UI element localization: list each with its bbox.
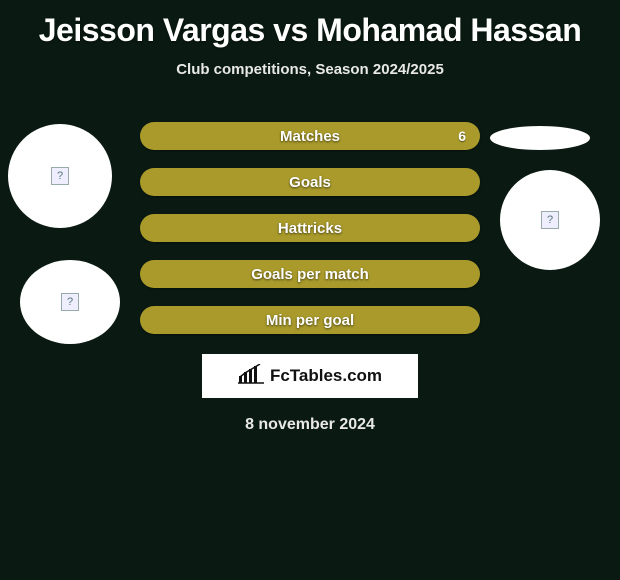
stat-row-hattricks: Hattricks xyxy=(140,214,480,242)
placeholder-image-icon: ? xyxy=(61,293,79,311)
bar-chart-icon xyxy=(238,364,264,389)
stat-label: Min per goal xyxy=(266,312,354,329)
stat-label: Hattricks xyxy=(278,220,342,237)
date-label: 8 november 2024 xyxy=(0,416,620,434)
placeholder-image-icon: ? xyxy=(51,167,69,185)
stat-row-goals: Goals xyxy=(140,168,480,196)
stat-row-min-per-goal: Min per goal xyxy=(140,306,480,334)
stat-label: Goals per match xyxy=(251,266,369,283)
stat-label: Matches xyxy=(280,128,340,145)
placeholder-image-icon: ? xyxy=(541,211,559,229)
page-title: Jeisson Vargas vs Mohamad Hassan xyxy=(0,0,620,49)
club-left-avatar: ? xyxy=(20,260,120,344)
stat-row-goals-per-match: Goals per match xyxy=(140,260,480,288)
player-right-oval xyxy=(490,126,590,150)
stat-label: Goals xyxy=(289,174,331,191)
stat-value-right: 6 xyxy=(458,128,466,144)
player-left-avatar: ? xyxy=(8,124,112,228)
club-right-avatar: ? xyxy=(500,170,600,270)
brand-badge: FcTables.com xyxy=(202,354,418,398)
brand-text: FcTables.com xyxy=(270,366,382,386)
stats-list: Matches 6 Goals Hattricks Goals per matc… xyxy=(140,122,480,334)
stat-row-matches: Matches 6 xyxy=(140,122,480,150)
subtitle: Club competitions, Season 2024/2025 xyxy=(0,61,620,78)
comparison-card: Jeisson Vargas vs Mohamad Hassan Club co… xyxy=(0,0,620,580)
